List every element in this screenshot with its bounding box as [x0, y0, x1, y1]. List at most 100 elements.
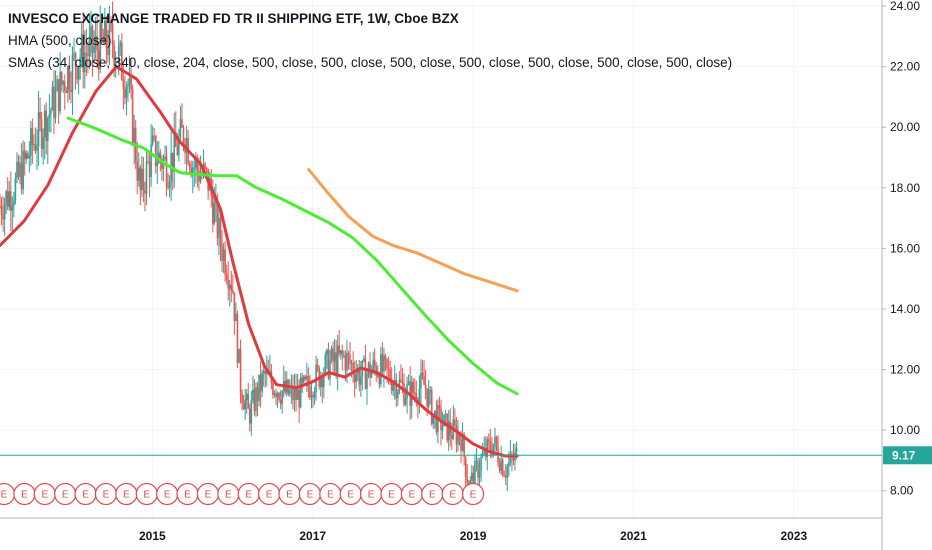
candle-body [93, 46, 95, 53]
candle-body [20, 163, 23, 190]
y-axis[interactable]: 8.00 10.00 12.00 14.00 16.00 18.00 20.00 22.00 2… [881, 0, 920, 550]
earnings-label: E [429, 490, 436, 501]
hma-legend-item[interactable]: HMA (500, close) [8, 33, 112, 48]
candle-body [413, 392, 416, 394]
candle-body [193, 167, 196, 169]
earnings-label: E [409, 490, 416, 501]
candle-body [0, 206, 3, 215]
candle-body [108, 20, 111, 56]
candle-body [45, 110, 48, 142]
y-tick-label: 8.00 [890, 484, 914, 498]
candle-body [121, 42, 123, 80]
candle-body [389, 369, 391, 382]
candle-body [248, 408, 251, 424]
candle-body [275, 393, 277, 398]
candle-body [258, 374, 260, 402]
earnings-marker[interactable]: E [217, 482, 240, 506]
candle-body [43, 110, 46, 138]
earnings-marker[interactable]: E [319, 482, 342, 506]
candle-body [404, 398, 407, 405]
candle-body [73, 53, 75, 55]
earnings-label: E [449, 490, 456, 501]
earnings-marker[interactable]: E [400, 482, 423, 506]
candle-body [141, 168, 143, 191]
earnings-marker[interactable]: E [258, 482, 281, 506]
candle-body [239, 348, 242, 394]
candle-body [139, 167, 142, 191]
candle-body [273, 393, 276, 395]
earnings-marker[interactable]: E [360, 482, 383, 506]
candle-body [114, 61, 117, 66]
indicator-line-3[interactable] [307, 168, 519, 293]
candle-body [57, 79, 60, 112]
y-tick-label: 16.00 [890, 241, 920, 255]
candle-body [386, 359, 388, 369]
candle-body [30, 128, 32, 157]
candle-body [395, 379, 398, 398]
candle-body [211, 195, 214, 224]
candle-body [16, 161, 18, 179]
candle-body [65, 90, 68, 93]
earnings-marker[interactable]: E [156, 482, 179, 506]
candle-body [168, 181, 171, 188]
earnings-marker[interactable]: E [33, 482, 56, 506]
earnings-marker[interactable]: E [380, 482, 403, 506]
earnings-marker[interactable]: E [441, 482, 464, 506]
candle-body [458, 433, 461, 440]
earnings-label: E [225, 490, 232, 501]
earnings-marker[interactable]: E [196, 482, 220, 506]
x-tick-label: 2015 [139, 529, 166, 543]
candle-body [245, 393, 248, 401]
candle-body [454, 419, 456, 426]
candle-body [242, 402, 245, 410]
candle-body [67, 67, 69, 93]
earnings-marker[interactable]: E [278, 482, 301, 506]
earnings-marker[interactable]: E [0, 482, 16, 506]
candle-body [373, 359, 376, 367]
candle-body [420, 372, 422, 389]
earnings-marker[interactable]: E [461, 482, 485, 506]
candle-body [111, 23, 114, 45]
candle-body [195, 159, 197, 168]
candle-body [461, 434, 464, 451]
earnings-marker[interactable]: E [94, 482, 118, 506]
candle-body [151, 135, 154, 145]
candle-body [244, 400, 246, 410]
earnings-marker[interactable]: E [13, 482, 36, 506]
candle-body [51, 86, 54, 111]
candle-body [2, 214, 4, 220]
candle-body [455, 425, 458, 445]
candle-body [392, 383, 394, 391]
candle-body [316, 364, 319, 368]
indicator-line-2[interactable] [66, 116, 519, 396]
earnings-marker[interactable]: E [176, 482, 199, 506]
earnings-marker[interactable]: E [339, 482, 362, 506]
candle-body [190, 167, 193, 176]
candle-body [17, 161, 20, 177]
x-axis[interactable]: 2015 2017 2019 2021 2023 [0, 517, 882, 543]
earnings-label: E [41, 490, 48, 501]
candle-body [415, 392, 418, 402]
candle-body [336, 345, 339, 375]
candle-body [364, 358, 367, 390]
sma-legend-item[interactable]: SMAs (34, close, 340, close, 204, close,… [8, 55, 733, 70]
candle-body [130, 77, 132, 90]
earnings-marker[interactable]: E [115, 482, 138, 506]
earnings-label: E [123, 490, 130, 501]
candle-body [13, 200, 15, 206]
earnings-marker[interactable]: E [421, 482, 444, 506]
earnings-marker[interactable]: E [135, 482, 158, 506]
candle-body [102, 36, 105, 44]
candle-body [25, 153, 28, 160]
y-tick-label: 18.00 [890, 181, 920, 195]
earnings-marker[interactable]: E [74, 482, 97, 506]
candle-body [33, 144, 35, 146]
earnings-marker[interactable]: E [54, 482, 77, 506]
earnings-marker[interactable]: E [237, 482, 260, 506]
earnings-label: E [286, 490, 293, 501]
earnings-marker[interactable]: E [298, 482, 322, 506]
indicator-line-1[interactable] [0, 65, 519, 458]
candle-body [488, 439, 490, 442]
candle-body [390, 381, 393, 391]
